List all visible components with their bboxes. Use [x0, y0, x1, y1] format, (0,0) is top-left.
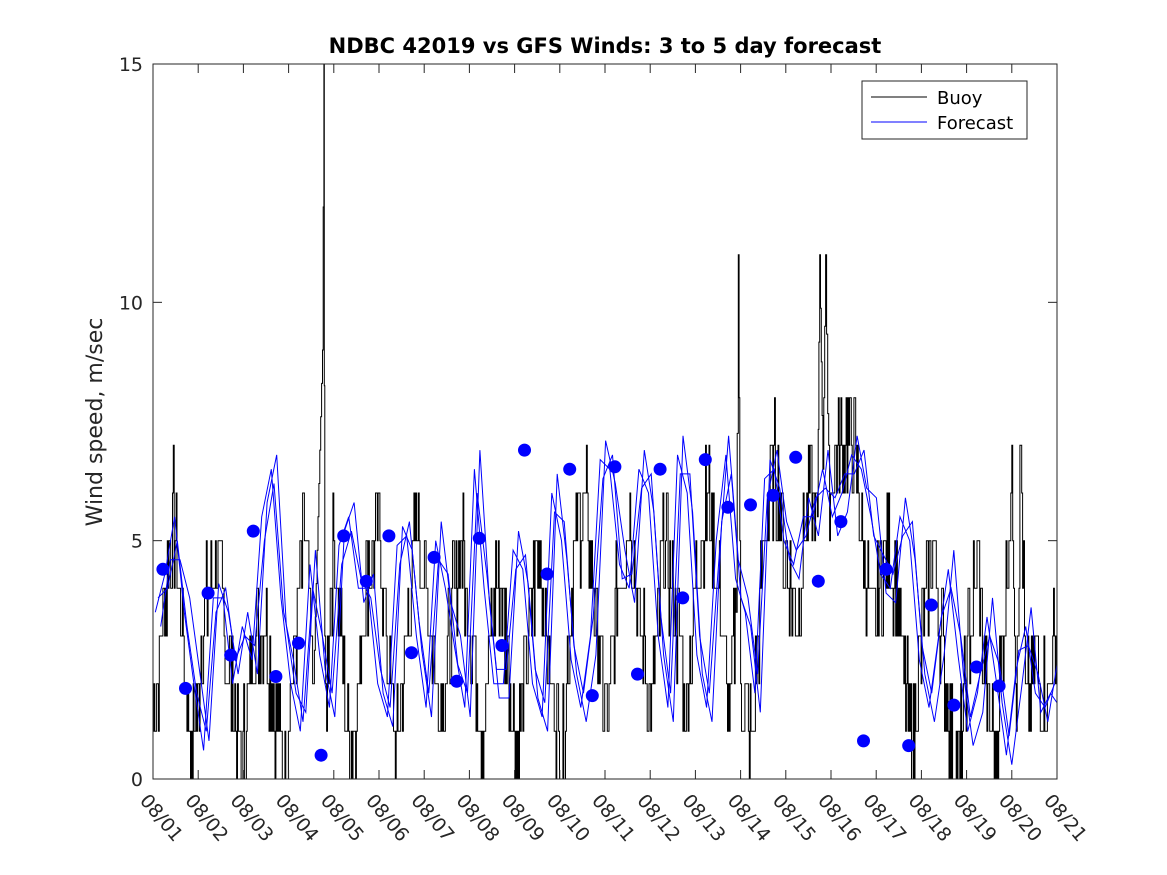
forecast-point — [608, 460, 622, 474]
forecast-point — [450, 674, 464, 688]
forecast-point — [924, 598, 938, 612]
y-tick-label: 5 — [131, 531, 143, 553]
forecast-point — [698, 453, 712, 467]
forecast-point — [947, 698, 961, 712]
forecast-point — [902, 739, 916, 753]
forecast-point — [744, 498, 757, 512]
forecast-point — [789, 450, 803, 464]
forecast-point — [201, 586, 215, 600]
forecast-point — [518, 443, 531, 457]
forecast-point — [224, 648, 238, 662]
legend-label-forecast: Forecast — [937, 113, 1013, 134]
forecast-point — [427, 550, 441, 564]
forecast-point — [970, 660, 983, 674]
forecast-point — [337, 529, 351, 543]
forecast-line-2 — [157, 435, 1057, 737]
forecast-point — [834, 515, 848, 529]
forecast-point — [540, 567, 554, 581]
forecast-point — [857, 734, 870, 748]
forecast-point — [156, 562, 170, 576]
forecast-point — [653, 462, 667, 476]
forecast-point — [472, 531, 486, 545]
chart-title: NDBC 42019 vs GFS Winds: 3 to 5 day fore… — [329, 34, 882, 58]
forecast-point — [766, 488, 780, 502]
y-axis-label: Wind speed, m/sec — [83, 318, 108, 527]
y-tick-label: 0 — [131, 769, 143, 791]
forecast-point — [585, 689, 599, 703]
forecast-point — [179, 681, 192, 695]
forecast-point — [405, 646, 418, 660]
forecast-point — [811, 574, 825, 588]
forecast-point — [563, 462, 577, 476]
forecast-point — [382, 529, 396, 543]
forecast-point — [292, 636, 305, 650]
legend-box — [861, 80, 1028, 140]
forecast-point — [676, 591, 690, 605]
y-tick-label: 10 — [119, 292, 143, 314]
forecast-point — [992, 679, 1006, 693]
forecast-point — [246, 524, 260, 538]
forecast-point — [495, 639, 509, 652]
forecast-point — [879, 562, 893, 576]
forecast-point — [269, 670, 283, 683]
plot-area — [153, 64, 1057, 779]
forecast-point — [631, 667, 644, 681]
legend-label-buoy: Buoy — [937, 88, 983, 109]
buoy-line — [153, 64, 1057, 779]
legend: Buoy Forecast — [861, 80, 1028, 140]
forecast-point — [314, 748, 328, 762]
forecast-line-3 — [160, 435, 1057, 765]
y-tick-label: 15 — [119, 54, 143, 76]
forecast-point — [359, 574, 373, 588]
forecast-point — [721, 500, 735, 514]
